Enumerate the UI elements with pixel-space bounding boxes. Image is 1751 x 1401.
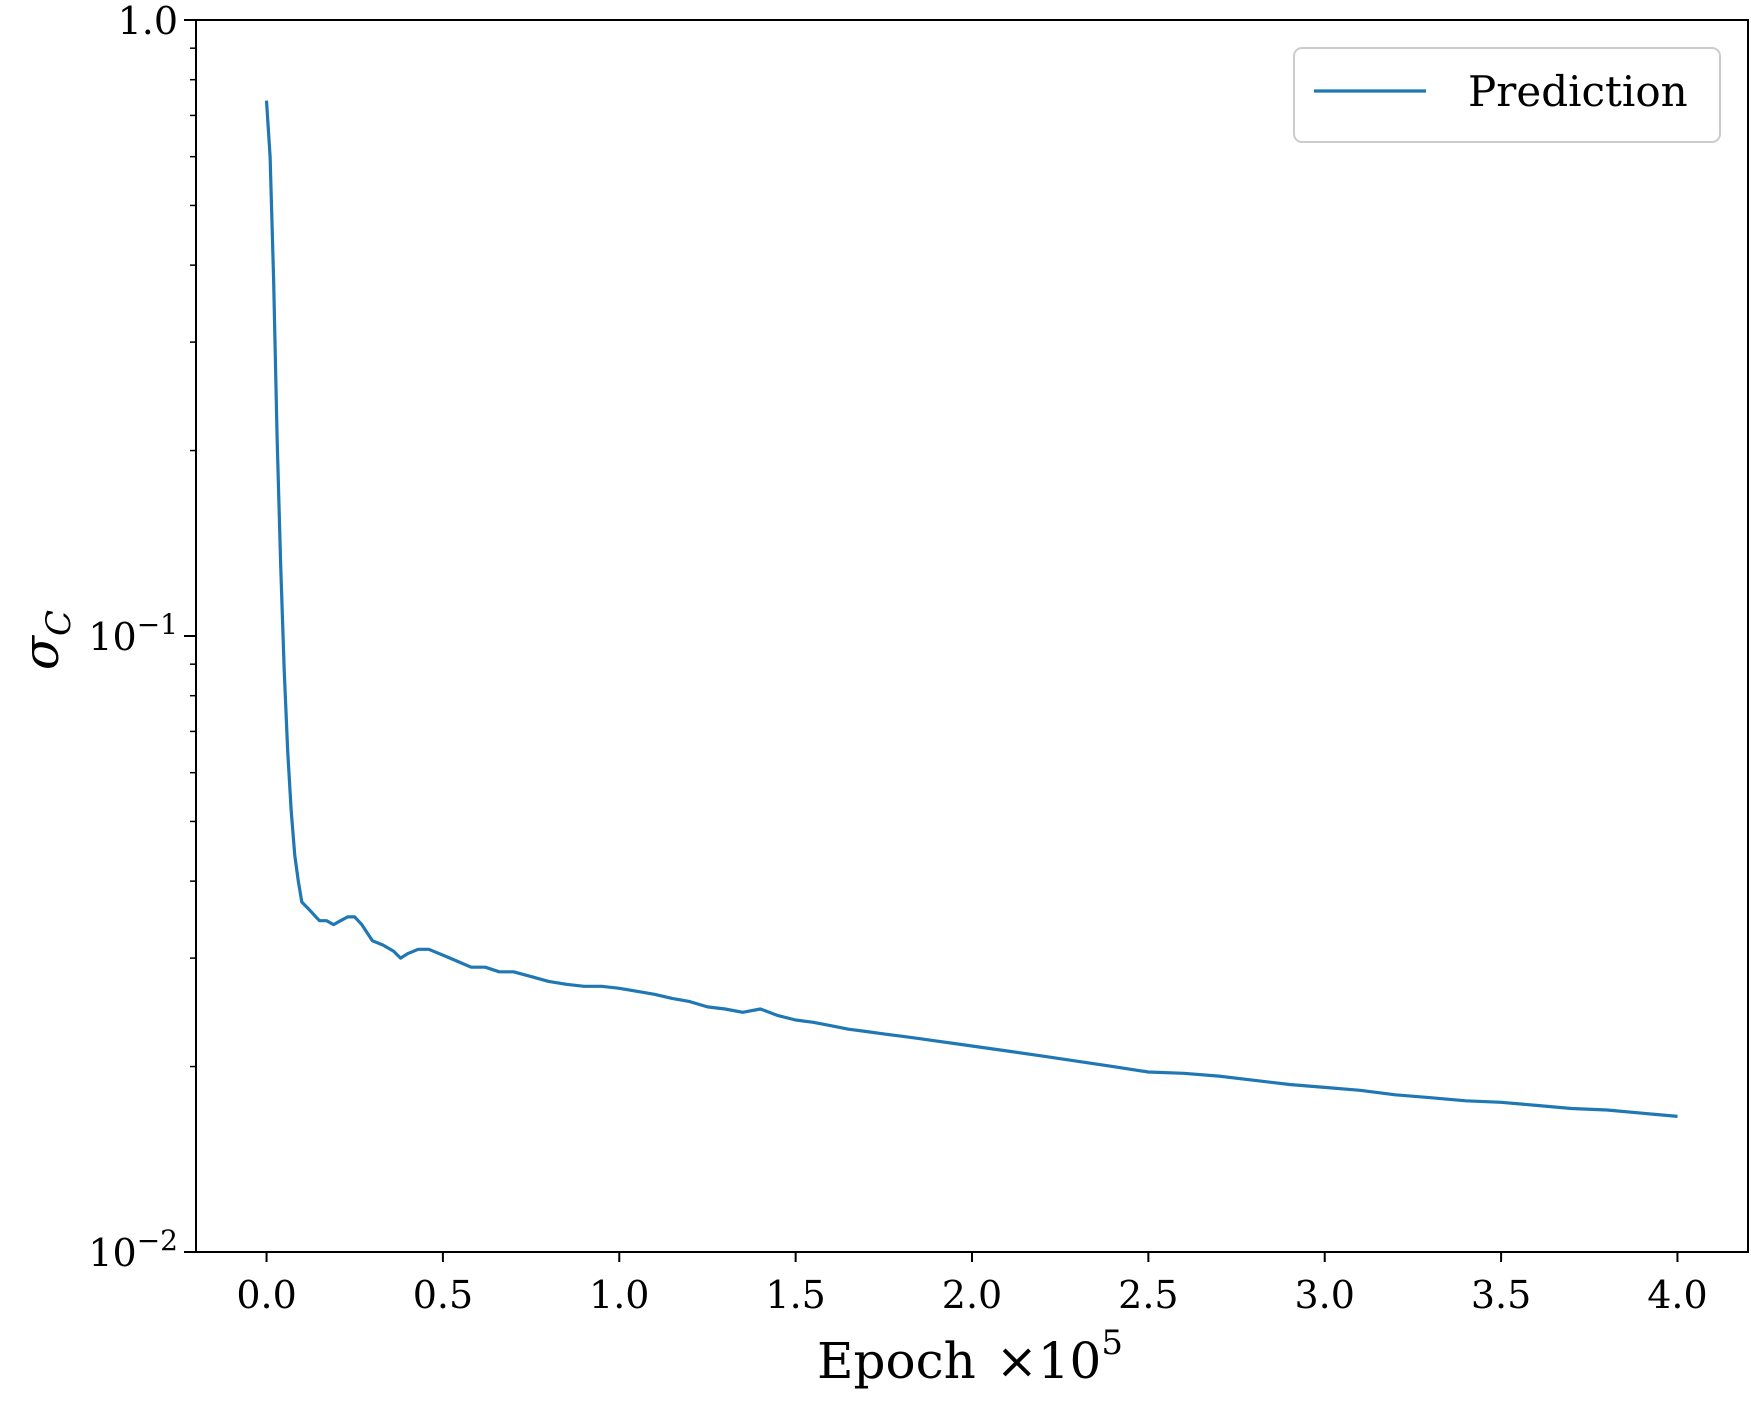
x-tick-label: 1.0 <box>589 1273 649 1317</box>
y-minor-ticks <box>190 47 196 1068</box>
x-tick-label: 3.0 <box>1295 1273 1355 1317</box>
plot-frame <box>195 19 1749 1253</box>
legend: Prediction <box>1293 47 1721 143</box>
y-axis: 1.0 10−1 10−2 <box>88 0 196 1275</box>
x-tick-label: 0.0 <box>236 1273 296 1317</box>
x-axis-label: Epoch ×105 <box>817 1323 1123 1390</box>
x-tick-label: 0.5 <box>413 1273 473 1317</box>
x-axis: 0.0 0.5 1.0 1.5 2.0 2.5 3.0 3.5 4.0 <box>236 1252 1708 1317</box>
x-tick-label: 2.5 <box>1118 1273 1178 1317</box>
y-tick-label: 10−1 <box>88 608 178 659</box>
x-tick-label: 2.0 <box>942 1273 1002 1317</box>
x-tick-label: 1.5 <box>765 1273 825 1317</box>
x-tick-label: 4.0 <box>1647 1273 1707 1317</box>
series-line-prediction <box>264 100 1678 1118</box>
y-axis-label: σC <box>12 610 79 670</box>
y-tick-label: 10−2 <box>88 1224 178 1275</box>
y-tick-label: 1.0 <box>118 0 178 43</box>
x-tick-label: 3.5 <box>1471 1273 1531 1317</box>
legend-label-prediction: Prediction <box>1468 67 1688 116</box>
legend-box <box>1293 47 1721 143</box>
